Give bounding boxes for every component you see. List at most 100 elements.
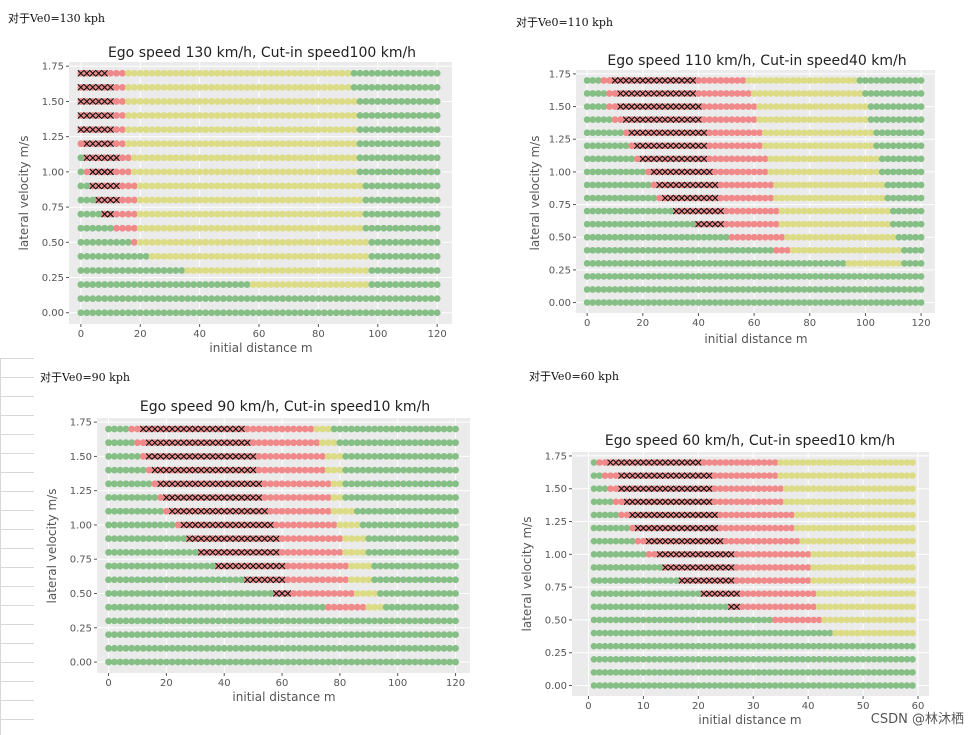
safe-point bbox=[867, 103, 875, 110]
collision-marker bbox=[203, 548, 211, 556]
safe-point bbox=[606, 233, 613, 241]
caution-point bbox=[243, 98, 251, 105]
warning-point bbox=[596, 459, 603, 466]
safe-point bbox=[828, 273, 836, 280]
collision-marker bbox=[249, 535, 257, 543]
collision-marker bbox=[243, 439, 251, 447]
collision-marker bbox=[249, 452, 257, 460]
safe-point bbox=[446, 576, 454, 584]
caution-point bbox=[320, 252, 328, 260]
collision-marker bbox=[186, 439, 193, 447]
warning-point bbox=[767, 233, 775, 241]
safe-point bbox=[324, 617, 332, 625]
caution-point bbox=[843, 472, 850, 479]
collision-marker bbox=[661, 103, 669, 110]
safe-point bbox=[906, 233, 914, 241]
safe-point bbox=[689, 299, 697, 306]
caution-point bbox=[778, 168, 786, 176]
caution-point bbox=[190, 267, 198, 274]
warning-point bbox=[134, 439, 141, 447]
safe-point bbox=[130, 281, 138, 288]
safe-point bbox=[162, 548, 170, 556]
safe-point bbox=[683, 299, 691, 306]
caution-point bbox=[154, 112, 162, 119]
safe-point bbox=[645, 233, 652, 241]
caution-point bbox=[202, 112, 209, 119]
safe-point bbox=[810, 642, 817, 650]
plot-background bbox=[69, 62, 452, 324]
safe-point bbox=[168, 617, 176, 625]
y-tick-label: 1.25 bbox=[70, 486, 92, 497]
caution-point bbox=[356, 252, 364, 260]
caution-point bbox=[850, 220, 858, 228]
safe-point bbox=[226, 644, 234, 652]
safe-point bbox=[415, 196, 423, 204]
caution-point bbox=[821, 577, 828, 584]
safe-point bbox=[410, 309, 417, 317]
collision-marker bbox=[645, 524, 653, 532]
collision-marker bbox=[678, 116, 686, 124]
safe-point bbox=[154, 267, 162, 274]
caution-point bbox=[202, 267, 209, 274]
safe-point bbox=[172, 281, 180, 288]
data-row bbox=[105, 439, 459, 447]
safe-point bbox=[850, 286, 858, 293]
caution-point bbox=[249, 267, 257, 274]
warning-point bbox=[739, 233, 747, 241]
safe-point bbox=[220, 590, 228, 597]
safe-point bbox=[901, 299, 908, 306]
caution-point bbox=[326, 281, 334, 288]
caution-point bbox=[823, 90, 830, 97]
safe-point bbox=[249, 590, 257, 597]
collision-marker bbox=[272, 548, 280, 556]
warning-point bbox=[336, 562, 344, 570]
caution-point bbox=[330, 507, 338, 515]
safe-point bbox=[404, 69, 411, 77]
safe-point bbox=[215, 617, 222, 625]
warning-point bbox=[733, 459, 741, 466]
warning-point bbox=[330, 521, 338, 529]
collision-marker bbox=[101, 168, 109, 176]
caption-chart-1: 对于Ve0=130 kph bbox=[8, 12, 105, 25]
safe-point bbox=[446, 535, 454, 543]
safe-point bbox=[209, 590, 217, 597]
safe-point bbox=[906, 260, 914, 267]
collision-marker bbox=[232, 425, 240, 433]
caution-point bbox=[309, 196, 316, 204]
safe-point bbox=[116, 480, 124, 488]
caution-point bbox=[811, 77, 819, 84]
caution-point bbox=[350, 154, 358, 162]
collision-marker bbox=[633, 116, 641, 124]
safe-point bbox=[423, 590, 431, 597]
safe-point bbox=[839, 299, 847, 306]
warning-point bbox=[124, 154, 132, 162]
warning-point bbox=[255, 425, 263, 433]
warning-point bbox=[749, 485, 757, 493]
y-tick-label: 1.50 bbox=[70, 452, 92, 463]
caution-point bbox=[326, 98, 334, 105]
caution-point bbox=[279, 182, 287, 190]
caution-point bbox=[884, 246, 892, 254]
data-row bbox=[77, 140, 441, 148]
safe-point bbox=[429, 521, 436, 529]
warning-point bbox=[113, 210, 120, 218]
warning-point bbox=[353, 603, 361, 611]
collision-marker bbox=[705, 577, 713, 584]
x-tick-label: 60 bbox=[748, 318, 761, 329]
safe-point bbox=[232, 603, 240, 611]
safe-point bbox=[307, 644, 315, 652]
safe-point bbox=[878, 155, 886, 163]
caution-point bbox=[767, 116, 775, 123]
caution-point bbox=[784, 207, 791, 215]
safe-point bbox=[656, 220, 663, 228]
safe-point bbox=[600, 103, 608, 110]
data-row bbox=[590, 629, 916, 637]
caution-point bbox=[172, 126, 180, 134]
safe-point bbox=[186, 603, 193, 611]
caution-point bbox=[267, 224, 275, 232]
caution-point bbox=[854, 472, 861, 479]
caution-point bbox=[202, 154, 209, 162]
caution-point bbox=[848, 629, 856, 637]
safe-point bbox=[633, 194, 641, 202]
caution-point bbox=[810, 564, 817, 571]
